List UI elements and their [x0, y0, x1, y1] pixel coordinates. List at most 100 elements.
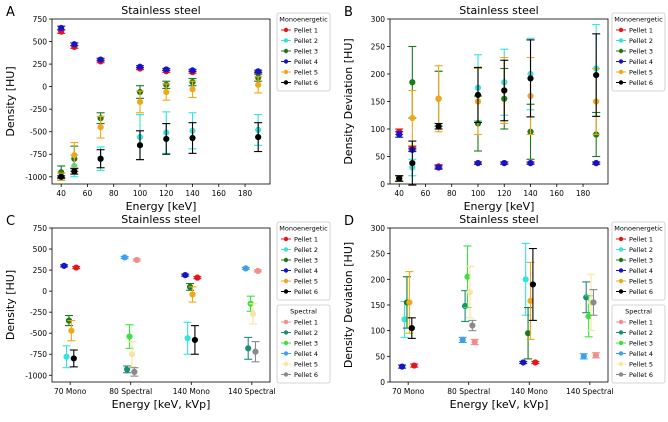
- y-tick-label: -1000: [25, 173, 47, 182]
- data-point: [464, 273, 471, 280]
- data-point: [408, 325, 415, 332]
- data-point: [396, 175, 403, 182]
- legend-label: Pellet 1: [629, 27, 653, 35]
- data-point: [401, 316, 408, 323]
- legend-label: Pellet 4: [629, 58, 653, 66]
- legend-marker: [618, 236, 624, 242]
- data-point: [136, 142, 144, 149]
- legend-marker: [618, 268, 624, 273]
- x-tick-label: 80: [447, 189, 457, 198]
- legend-label: Pellet 1: [294, 27, 318, 35]
- legend-label: Pellet 3: [629, 340, 653, 348]
- data-point: [73, 264, 80, 271]
- data-point: [580, 353, 587, 360]
- x-tick-label: 160: [212, 189, 227, 198]
- y-tick-label: -500: [30, 329, 47, 338]
- legend-marker: [283, 247, 289, 252]
- legend-label: Pellet 6: [294, 79, 318, 87]
- data-point: [63, 353, 70, 360]
- x-tick-label: 60: [83, 189, 93, 198]
- legend-marker: [618, 27, 624, 33]
- data-point: [70, 355, 77, 362]
- legend-marker: [283, 319, 289, 325]
- legend-label: Pellet 4: [294, 58, 318, 66]
- y-tick-label: 0: [42, 287, 47, 296]
- x-axis-label: Energy [keV, kVp]: [450, 398, 549, 411]
- y-tick-label: 300: [371, 15, 386, 24]
- data-point: [182, 272, 189, 279]
- data-point: [529, 281, 537, 288]
- legend-label: Pellet 3: [629, 48, 653, 56]
- x-tick-label: 100: [133, 189, 148, 198]
- data-point: [128, 351, 136, 358]
- data-point: [133, 256, 140, 264]
- y-axis-label: Density [HU]: [4, 270, 17, 340]
- x-tick-label: 80: [109, 189, 119, 198]
- legend-title: Monoenergetic: [614, 16, 663, 24]
- data-point: [524, 330, 532, 337]
- legend-label: Pellet 4: [629, 350, 653, 358]
- panel-letter: C: [6, 214, 15, 229]
- data-point: [409, 79, 416, 86]
- y-tick-label: 200: [371, 70, 386, 79]
- chart-title: Stainless steel: [459, 213, 538, 226]
- legend-label: Pellet 3: [294, 48, 318, 56]
- y-tick-label: -500: [30, 128, 47, 137]
- legend: Monoenergetic Pellet 1 Pellet 2 Pellet 3 Pel…: [611, 12, 666, 92]
- legend-marker: [618, 372, 624, 377]
- x-axis-label: Energy [keV]: [126, 200, 197, 213]
- data-point: [58, 173, 65, 180]
- x-axis-label: Energy [keV]: [464, 200, 535, 213]
- data-point: [255, 81, 262, 88]
- y-tick-label: -250: [30, 308, 47, 317]
- panel-C: C Stainless steel -1000 -750 -500 -250 0 250 500…: [4, 213, 331, 411]
- legend-marker: [618, 48, 624, 54]
- legend-label: Pellet 4: [294, 350, 318, 358]
- y-tick-label: 200: [371, 275, 386, 284]
- data-point: [136, 63, 144, 70]
- data-point: [469, 322, 476, 329]
- data-point: [249, 310, 257, 317]
- data-point: [97, 124, 104, 131]
- plot-area: [389, 227, 609, 383]
- x-tick-label: 70 Mono: [392, 387, 425, 396]
- data-point: [592, 352, 599, 359]
- x-tick-label: 100: [471, 189, 486, 198]
- x-tick-label: 140: [185, 189, 200, 198]
- data-point: [409, 114, 416, 122]
- legend-label: Pellet 5: [294, 278, 318, 286]
- data-point: [121, 254, 128, 261]
- data-point: [435, 164, 442, 171]
- legend-label: Pellet 2: [294, 37, 318, 45]
- data-point: [590, 299, 597, 306]
- data-point: [191, 336, 199, 344]
- data-point: [123, 366, 131, 373]
- data-point: [399, 363, 406, 370]
- legend-marker: [283, 27, 289, 33]
- legend-title: Monoenergetic: [279, 16, 328, 24]
- x-tick-label: 140 Mono: [173, 387, 211, 396]
- data-point: [189, 134, 196, 142]
- legend-label: Pellet 2: [629, 246, 653, 254]
- data-point: [71, 41, 78, 48]
- data-point: [459, 336, 466, 344]
- legend-marker: [618, 289, 624, 294]
- data-point: [471, 338, 478, 346]
- chart-title: Stainless steel: [121, 213, 200, 226]
- legend-label: Pellet 4: [294, 267, 318, 275]
- y-tick-label: -1000: [25, 371, 47, 380]
- y-tick-label: 100: [371, 327, 386, 336]
- legend-marker: [283, 236, 289, 242]
- data-point: [585, 313, 592, 320]
- data-point: [252, 348, 259, 355]
- legend-label: Pellet 3: [294, 340, 318, 348]
- legend-label: Pellet 6: [629, 371, 653, 379]
- legend-label: Pellet 5: [629, 361, 653, 369]
- data-point: [97, 155, 104, 162]
- data-point: [163, 66, 170, 73]
- legend-marker: [283, 361, 289, 367]
- legend-marker: [618, 319, 624, 325]
- y-tick-label: 50: [375, 352, 385, 361]
- legend-label: Pellet 2: [629, 329, 653, 337]
- x-tick-label: 120: [159, 189, 174, 198]
